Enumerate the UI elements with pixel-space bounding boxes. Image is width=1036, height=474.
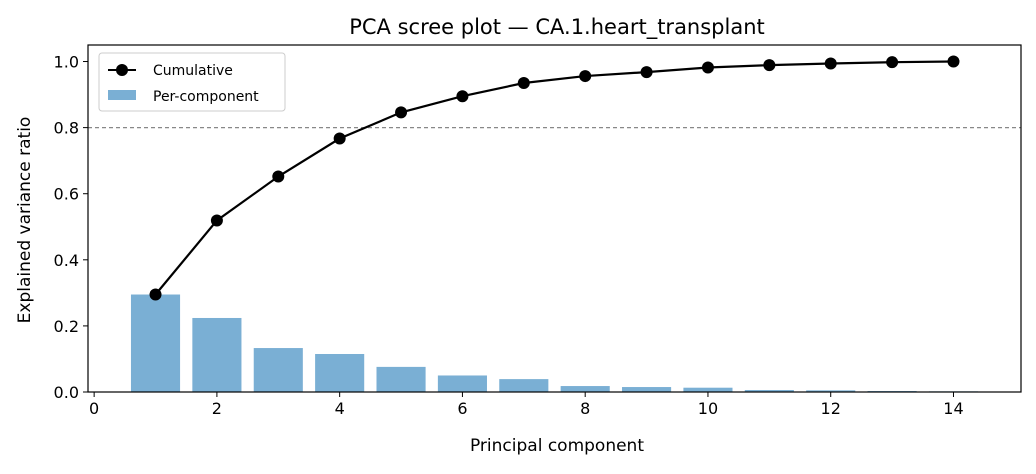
x-tick-label: 12 <box>821 399 841 418</box>
bar-pc9 <box>622 387 672 392</box>
cumulative-point-4 <box>333 132 346 145</box>
bar-pc8 <box>560 386 610 392</box>
bar-pc6 <box>437 375 487 392</box>
plot-frame <box>87 44 1022 393</box>
bar-pc5 <box>376 366 426 392</box>
legend-marker-swatch <box>116 64 128 76</box>
bar-pc11 <box>744 390 794 392</box>
y-tick-label: 0.0 <box>54 383 79 402</box>
x-axis-label: Principal component <box>470 436 644 456</box>
cumulative-line <box>154 60 954 296</box>
x-tick-label: 4 <box>335 399 345 418</box>
bar-pc1 <box>130 294 181 392</box>
bar-pc3 <box>253 348 303 392</box>
cumulative-point-10 <box>701 61 714 74</box>
cumulative-point-13 <box>886 56 899 69</box>
cumulative-point-6 <box>456 90 469 103</box>
cumulative-point-7 <box>517 77 530 90</box>
legend-bar-swatch <box>108 90 136 100</box>
y-tick-label: 0.4 <box>54 251 79 270</box>
bar-pc4 <box>315 353 365 392</box>
x-tick-label: 10 <box>698 399 718 418</box>
chart-title: PCA scree plot — CA.1.heart_transplant <box>349 15 765 40</box>
cumulative-point-3 <box>272 170 285 183</box>
legend-box <box>98 52 286 112</box>
y-tick-label: 0.8 <box>54 119 79 138</box>
y-axis-label: Explained variance ratio <box>15 117 35 324</box>
legend-label-per-component: Per-component <box>153 89 259 105</box>
x-tick-label: 0 <box>89 399 99 418</box>
cumulative-point-5 <box>395 106 408 119</box>
bar-pc12 <box>806 390 856 392</box>
x-tick-label: 6 <box>457 399 467 418</box>
legend-label-cumulative: Cumulative <box>153 63 233 79</box>
y-tick-label: 0.6 <box>54 185 79 204</box>
legend: Cumulative Per-component <box>98 52 286 112</box>
cumulative-point-1 <box>149 288 162 301</box>
x-tick-label: 14 <box>943 399 963 418</box>
cumulative-point-14 <box>947 55 960 68</box>
x-tick-label: 8 <box>580 399 590 418</box>
y-tick-label: 1.0 <box>54 53 79 72</box>
cumulative-point-11 <box>763 59 776 72</box>
cumulative-point-12 <box>824 57 837 70</box>
cumulative-point-2 <box>210 214 223 227</box>
x-tick-label: 2 <box>212 399 222 418</box>
bar-pc7 <box>499 379 549 392</box>
bar-pc10 <box>683 387 733 392</box>
bar-pc2 <box>192 317 242 392</box>
y-tick-label: 0.2 <box>54 317 79 336</box>
cumulative-point-9 <box>640 66 653 79</box>
cumulative-point-8 <box>579 70 592 83</box>
